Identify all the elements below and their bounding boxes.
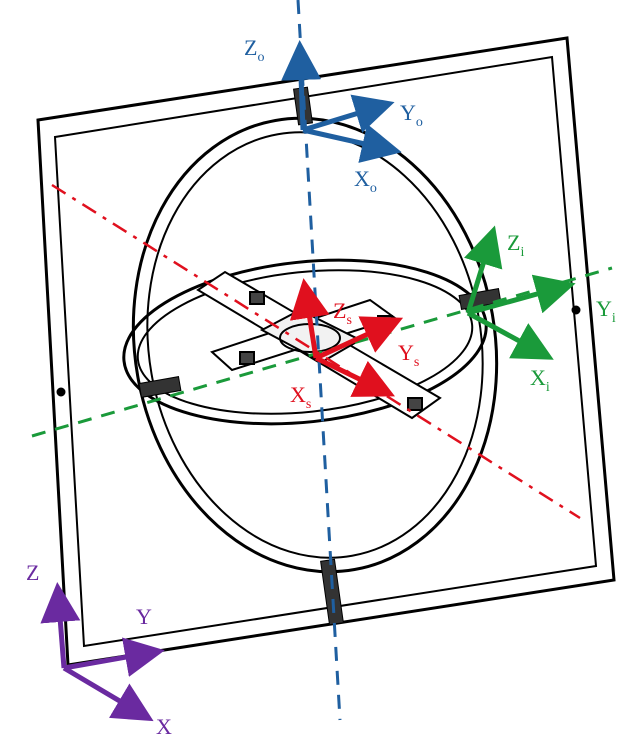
spin-y-label: Ys xyxy=(398,340,419,370)
frame-pivot-right xyxy=(571,305,581,315)
spin-x-arrow xyxy=(314,355,395,397)
joint-bottom xyxy=(320,558,344,626)
world-z-arrow xyxy=(40,582,81,669)
outer-frame-axes xyxy=(281,40,402,163)
spin-z-label: Zs xyxy=(333,298,352,328)
spin-x-label: Xs xyxy=(290,382,311,412)
inner-z-label: Zi xyxy=(507,230,524,260)
spin-z-arrow xyxy=(289,278,330,359)
inner-z-arrow xyxy=(464,225,503,314)
world-y-label: Y xyxy=(136,604,152,629)
joint-left xyxy=(138,376,182,398)
inner-y-arrow xyxy=(467,274,576,316)
outer-frame-edge xyxy=(36,36,616,667)
frame-pivot-left xyxy=(56,387,66,397)
inner-x-arrow xyxy=(466,310,554,360)
outer-y-label: Yo xyxy=(400,100,423,130)
inner-y-label: Yi xyxy=(596,296,616,326)
world-x-label: X xyxy=(156,714,172,739)
motor-3 xyxy=(239,351,255,365)
outer-x-arrow xyxy=(302,123,402,163)
spin-y-arrow xyxy=(314,316,404,361)
world-z-label: Z xyxy=(26,560,39,585)
motor-4 xyxy=(407,397,423,411)
world-x-arrow xyxy=(62,665,154,722)
outer-z-label: Zo xyxy=(244,35,264,65)
outer-frame-inner-edge xyxy=(53,55,598,648)
spin-frame-axes xyxy=(289,278,404,397)
motor-1 xyxy=(249,291,265,305)
inner-x-label: Xi xyxy=(530,365,550,395)
world-y-arrow xyxy=(63,637,165,677)
world-frame-axes xyxy=(40,582,165,722)
inner-frame-axes xyxy=(464,225,576,360)
outer-y-arrow xyxy=(302,94,395,133)
outer-z-arrow xyxy=(281,40,322,131)
inner-rotation-axis xyxy=(31,266,613,438)
outer-x-label: Xo xyxy=(354,166,377,196)
